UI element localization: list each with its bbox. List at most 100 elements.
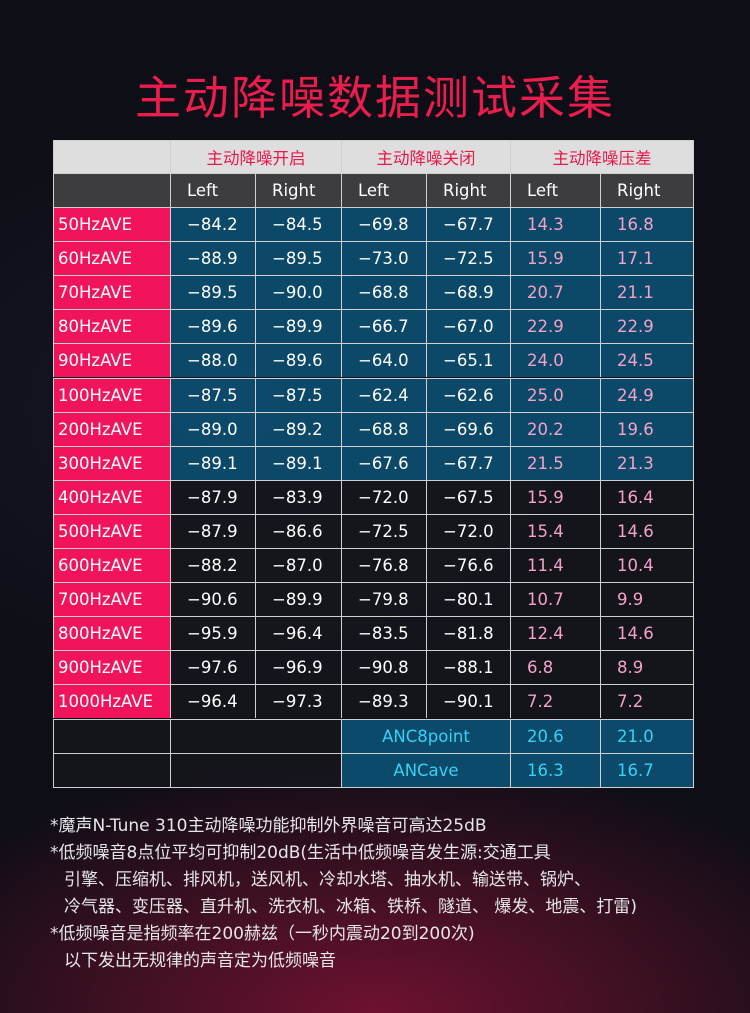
value-cell: −68.8: [341, 411, 426, 446]
value-cell: −96.4: [255, 616, 341, 651]
value-cell: 7.2: [510, 684, 600, 719]
value-cell: −88.0: [170, 343, 255, 378]
value-cell: −73.0: [341, 241, 426, 276]
value-cell: −89.2: [255, 411, 341, 446]
value-cell: −87.5: [255, 377, 341, 412]
row-label: 900HzAVE: [53, 650, 170, 685]
value-cell: −67.7: [426, 207, 510, 242]
note: 以下发出无规律的声音定为低频噪音: [64, 951, 336, 971]
row-label: 100HzAVE: [53, 377, 170, 412]
value-cell: −72.0: [426, 513, 510, 548]
sub-header: Left: [341, 173, 426, 207]
summary-label: ANC8point: [341, 718, 510, 753]
value-cell: −88.9: [170, 241, 255, 276]
value-cell: 14.6: [600, 616, 693, 651]
value-cell: −96.4: [170, 684, 255, 719]
header-cell: [53, 173, 170, 207]
value-cell: −72.5: [341, 513, 426, 548]
value-cell: −67.6: [341, 445, 426, 480]
value-cell: −62.6: [426, 377, 510, 412]
value-cell: 9.9: [600, 582, 693, 617]
value-cell: 11.4: [510, 548, 600, 583]
row-label: 700HzAVE: [53, 582, 170, 617]
value-cell: −64.0: [341, 343, 426, 378]
value-cell: −87.0: [255, 548, 341, 583]
value-cell: 10.7: [510, 582, 600, 617]
value-cell: 21.3: [600, 445, 693, 480]
value-cell: −95.9: [170, 616, 255, 651]
value-cell: −67.5: [426, 479, 510, 514]
note: *低频噪音8点位平均可抑制20dB(生活中低频噪音发生源:交通工具: [50, 843, 551, 863]
value-cell: −96.9: [255, 650, 341, 685]
empty-cell: [170, 752, 341, 787]
group-header: 主动降噪关闭: [341, 140, 510, 173]
sub-header: Right: [600, 173, 693, 207]
row-label: 400HzAVE: [53, 479, 170, 514]
summary-value: 16.7: [600, 752, 693, 787]
value-cell: −89.3: [341, 684, 426, 719]
summary-value: 21.0: [600, 718, 693, 753]
value-cell: −76.8: [341, 548, 426, 583]
value-cell: −65.1: [426, 343, 510, 378]
row-label: 500HzAVE: [53, 513, 170, 548]
value-cell: −89.1: [170, 445, 255, 480]
value-cell: 16.4: [600, 479, 693, 514]
row-label: 80HzAVE: [53, 309, 170, 344]
value-cell: −81.8: [426, 616, 510, 651]
value-cell: −83.5: [341, 616, 426, 651]
value-cell: −97.6: [170, 650, 255, 685]
value-cell: 14.6: [600, 513, 693, 548]
value-cell: 10.4: [600, 548, 693, 583]
row-label: 90HzAVE: [53, 343, 170, 378]
row-label: 800HzAVE: [53, 616, 170, 651]
row-label: 300HzAVE: [53, 445, 170, 480]
sub-header: Left: [170, 173, 255, 207]
empty-cell: [53, 718, 170, 753]
sub-header: Left: [510, 173, 600, 207]
value-cell: −84.2: [170, 207, 255, 242]
value-cell: 25.0: [510, 377, 600, 412]
value-cell: −68.8: [341, 275, 426, 310]
value-cell: 22.9: [600, 309, 693, 344]
row-label: 1000HzAVE: [53, 684, 170, 719]
value-cell: 14.3: [510, 207, 600, 242]
value-cell: 12.4: [510, 616, 600, 651]
value-cell: −72.0: [341, 479, 426, 514]
row-label: 60HzAVE: [53, 241, 170, 276]
value-cell: −72.5: [426, 241, 510, 276]
value-cell: 15.4: [510, 513, 600, 548]
empty-cell: [170, 718, 341, 753]
value-cell: −90.0: [255, 275, 341, 310]
value-cell: −97.3: [255, 684, 341, 719]
note: 引擎、压缩机、排风机，送风机、冷却水塔、抽水机、输送带、锅炉、: [64, 870, 591, 890]
value-cell: −76.6: [426, 548, 510, 583]
row-label: 200HzAVE: [53, 411, 170, 446]
value-cell: −84.5: [255, 207, 341, 242]
value-cell: 22.9: [510, 309, 600, 344]
value-cell: 8.9: [600, 650, 693, 685]
value-cell: −89.0: [170, 411, 255, 446]
title: 主动降噪数据测试采集: [135, 71, 615, 125]
row-label: 600HzAVE: [53, 548, 170, 583]
value-cell: −87.9: [170, 479, 255, 514]
value-cell: 7.2: [600, 684, 693, 719]
summary-label: ANCave: [341, 752, 510, 787]
value-cell: 20.7: [510, 275, 600, 310]
group-header: 主动降噪开启: [170, 140, 341, 173]
note: *低频噪音是指频率在200赫兹（一秒内震动20到200次): [50, 924, 475, 944]
value-cell: −90.8: [341, 650, 426, 685]
value-cell: −69.8: [341, 207, 426, 242]
value-cell: −79.8: [341, 582, 426, 617]
value-cell: −89.5: [170, 275, 255, 310]
value-cell: −68.9: [426, 275, 510, 310]
value-cell: −89.9: [255, 582, 341, 617]
value-cell: 15.9: [510, 479, 600, 514]
row-label: 70HzAVE: [53, 275, 170, 310]
value-cell: 24.0: [510, 343, 600, 378]
group-header: 主动降噪压差: [510, 140, 693, 173]
value-cell: −66.7: [341, 309, 426, 344]
value-cell: −86.6: [255, 513, 341, 548]
value-cell: −89.6: [255, 343, 341, 378]
value-cell: −87.9: [170, 513, 255, 548]
